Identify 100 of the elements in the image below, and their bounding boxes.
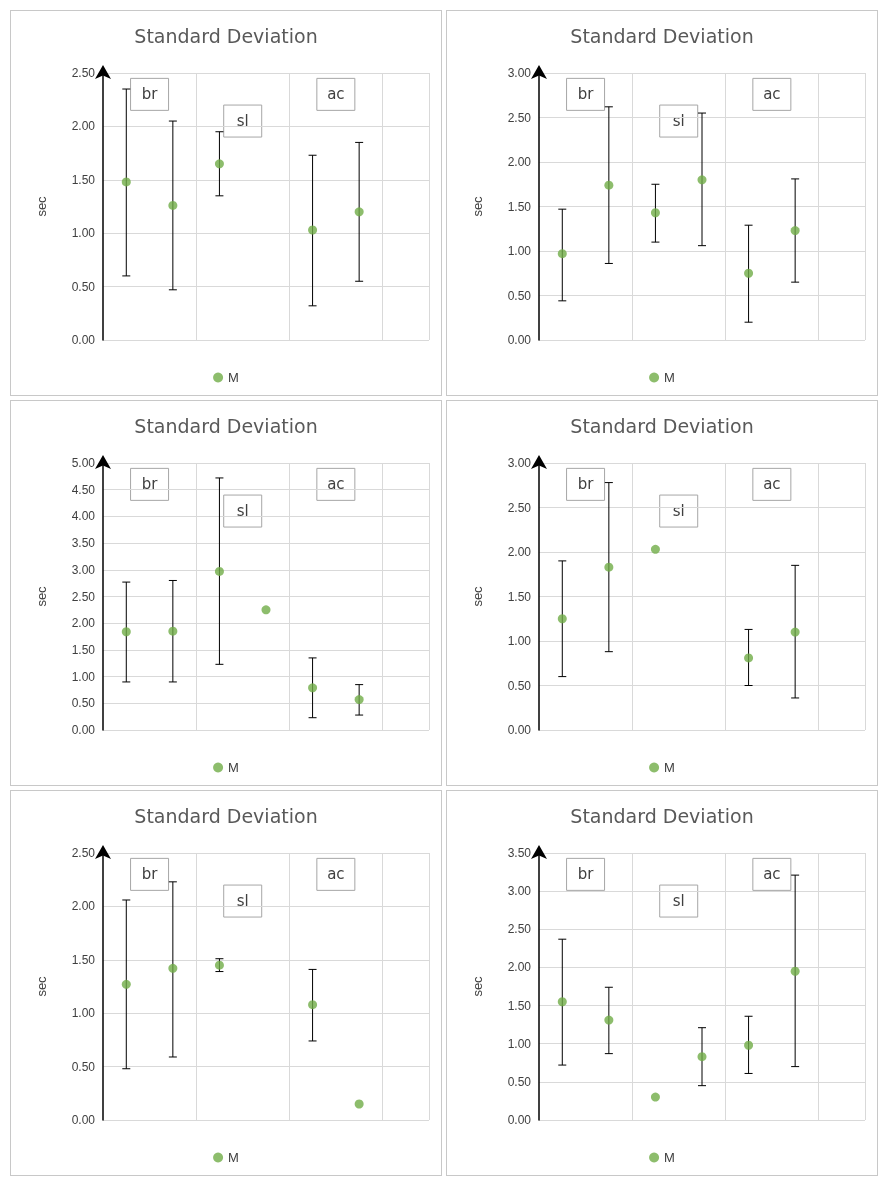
point — [790, 966, 800, 976]
y-tick-label: 5.00 — [71, 456, 96, 470]
point — [308, 225, 318, 235]
point — [168, 963, 178, 973]
point — [604, 562, 614, 572]
annotation: ac — [763, 475, 781, 494]
point — [697, 175, 707, 185]
y-tick-label: 2.00 — [507, 155, 532, 169]
point — [354, 695, 364, 705]
y-tick-label: 0.00 — [71, 333, 96, 347]
chart-title: Standard Deviation — [570, 414, 754, 437]
chart-title: Standard Deviation — [570, 804, 754, 827]
y-tick-label: 2.50 — [507, 922, 532, 937]
legend-label: M — [664, 1150, 675, 1165]
y-tick-label: 0.00 — [71, 723, 96, 737]
point — [650, 544, 660, 554]
y-tick-label: 0.50 — [71, 696, 96, 711]
point — [697, 1052, 707, 1062]
point — [790, 627, 800, 637]
annotation: sl — [236, 502, 249, 521]
y-tick-label: 1.50 — [507, 199, 532, 214]
point — [557, 614, 567, 624]
y-axis-title: sec — [470, 195, 485, 217]
y-tick-label: 1.50 — [507, 589, 532, 604]
point — [121, 627, 131, 637]
y-tick-label: 1.00 — [507, 1036, 532, 1051]
legend-label: M — [228, 370, 239, 385]
point — [650, 1092, 660, 1102]
y-tick-label: 4.50 — [71, 482, 96, 497]
point — [261, 605, 271, 615]
y-tick-label: 1.50 — [71, 172, 96, 187]
y-tick-label: 3.50 — [71, 536, 96, 551]
y-tick-label: 2.00 — [71, 616, 96, 631]
annotation: sl — [236, 112, 249, 131]
y-tick-label: 0.50 — [71, 1059, 96, 1074]
y-axis-title: sec — [34, 195, 49, 217]
y-tick-label: 0.00 — [507, 723, 532, 737]
y-tick-label: 1.00 — [71, 1006, 96, 1021]
y-tick-label: 3.00 — [507, 456, 532, 470]
y-tick-label: 0.00 — [71, 1113, 96, 1127]
point — [121, 177, 131, 187]
y-axis-title: sec — [34, 975, 49, 997]
point — [744, 653, 754, 663]
point — [604, 1015, 614, 1025]
legend-label: M — [228, 760, 239, 775]
point — [214, 566, 224, 576]
point — [557, 249, 567, 259]
y-axis-title: sec — [34, 585, 49, 607]
annotation: br — [141, 85, 159, 104]
y-tick-label: 2.50 — [507, 110, 532, 125]
point — [557, 997, 567, 1007]
y-tick-label: 2.50 — [507, 500, 532, 515]
point — [308, 683, 318, 693]
point — [354, 1099, 364, 1109]
legend-label: M — [228, 1150, 239, 1165]
y-tick-label: 1.00 — [71, 226, 96, 241]
y-tick-label: 2.00 — [507, 960, 532, 975]
y-tick-label: 0.00 — [507, 333, 532, 347]
y-axis-title: sec — [470, 585, 485, 607]
y-tick-label: 0.50 — [507, 288, 532, 303]
point — [121, 979, 131, 989]
y-tick-label: 2.50 — [71, 66, 96, 80]
annotation: ac — [763, 865, 781, 884]
chart-title: Standard Deviation — [134, 24, 318, 47]
point — [214, 159, 224, 169]
y-axis-title: sec — [470, 975, 485, 997]
point — [744, 1040, 754, 1050]
annotation: br — [577, 865, 595, 884]
annotation: ac — [327, 85, 345, 104]
chart-title: Standard Deviation — [134, 804, 318, 827]
chart-title: Standard Deviation — [134, 414, 318, 437]
point — [744, 268, 754, 278]
annotation: br — [141, 865, 159, 884]
point — [604, 180, 614, 190]
point — [354, 207, 364, 217]
annotation: ac — [327, 865, 345, 884]
y-tick-label: 0.50 — [507, 678, 532, 693]
y-tick-label: 3.00 — [71, 562, 96, 577]
y-tick-label: 3.00 — [507, 66, 532, 80]
y-tick-label: 3.50 — [507, 846, 532, 860]
legend-label: M — [664, 760, 675, 775]
y-tick-label: 1.50 — [507, 998, 532, 1013]
y-tick-label: 2.00 — [71, 119, 96, 134]
y-tick-label: 2.00 — [507, 545, 532, 559]
annotation: br — [577, 475, 595, 494]
legend-label: M — [664, 370, 675, 385]
annotation: br — [577, 85, 595, 104]
annotation: ac — [327, 475, 345, 494]
y-tick-label: 0.50 — [71, 279, 96, 294]
y-tick-label: 0.00 — [507, 1113, 532, 1127]
y-tick-label: 3.00 — [507, 884, 532, 899]
y-tick-label: 2.50 — [71, 846, 96, 860]
y-tick-label: 4.00 — [71, 509, 96, 524]
y-tick-label: 1.00 — [507, 634, 532, 648]
annotation: br — [141, 475, 159, 494]
point — [308, 1000, 318, 1010]
y-tick-label: 2.00 — [71, 899, 96, 914]
annotation: ac — [763, 85, 781, 104]
y-tick-label: 1.50 — [71, 642, 96, 657]
y-tick-label: 0.50 — [507, 1074, 532, 1089]
